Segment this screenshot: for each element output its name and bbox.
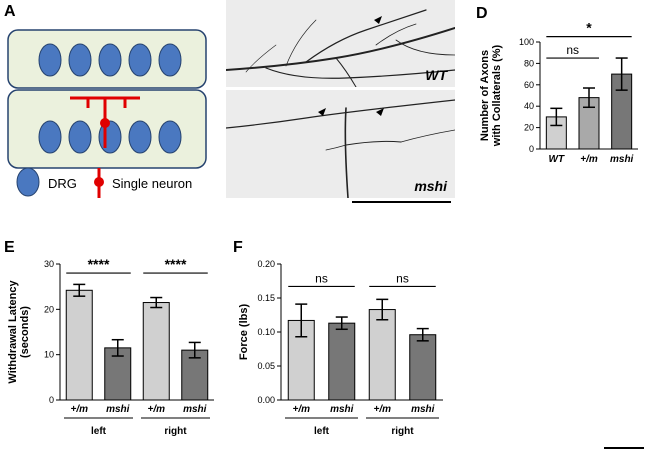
y-tick-label: 0.20 (257, 259, 275, 269)
legend-drg-icon (16, 167, 40, 197)
arrowhead-icon (376, 108, 384, 116)
y-axis-label: with Collaterals (%) (491, 44, 503, 147)
drg-ellipse (98, 43, 122, 77)
x-tick-label: mshi (411, 404, 435, 415)
significance-label: **** (88, 256, 110, 272)
group-label: left (314, 426, 330, 437)
chart-d: 0 20 40 60 80 100 Number of Axons with Collater… (479, 20, 638, 165)
bar (65, 289, 93, 401)
x-tick-label: +/m (373, 404, 391, 415)
bar (368, 309, 396, 401)
group-label: right (391, 426, 414, 437)
micrograph-mshi: mshi (226, 90, 455, 198)
y-tick-label: 80 (524, 58, 534, 68)
y-axis-label: Force (lbs) (238, 304, 250, 361)
significance-label: ns (396, 271, 409, 285)
panel-e-letter: E (4, 239, 15, 256)
drg-ellipse (68, 43, 92, 77)
micrograph-mshi-label: mshi (414, 178, 447, 194)
bar (181, 349, 209, 401)
drg-ellipse (158, 43, 182, 77)
y-axis-label: (seconds) (19, 306, 31, 358)
group-label: right (164, 426, 187, 437)
y-tick-label: 20 (44, 304, 54, 314)
micrograph-wt-label: WT (425, 67, 447, 83)
drg-ellipse (128, 120, 152, 154)
y-tick-label: 0.00 (257, 395, 275, 405)
y-tick-label: 40 (524, 101, 534, 111)
legend-neuron-icon (94, 168, 104, 198)
significance-label: ns (315, 271, 328, 285)
x-tick-label: mshi (610, 154, 634, 165)
x-tick-label: mshi (106, 404, 130, 415)
y-tick-label: 0.10 (257, 327, 275, 337)
x-tick-label: +/m (147, 404, 165, 415)
panel-h-letter: H (482, 314, 494, 331)
x-tick-label: +/m (580, 154, 598, 165)
x-tick-label: WT (549, 154, 565, 165)
x-tick-label: +/m (292, 404, 310, 415)
upper-drg-row (38, 43, 182, 77)
y-tick-label: 0.05 (257, 361, 275, 371)
chart-e: 0 10 20 30 Withdrawal Latency (seconds) +/m msh… (7, 256, 214, 437)
x-tick-label: +/m (70, 404, 88, 415)
legend-neuron-label: Single neuron (112, 176, 192, 191)
drg-ellipse (128, 43, 152, 77)
x-tick-label: mshi (183, 404, 207, 415)
panel-a-schematic: DRG Single neuron (7, 29, 207, 198)
arrowhead-icon (374, 16, 382, 24)
y-tick-label: 0 (49, 395, 54, 405)
significance-label: **** (165, 256, 187, 272)
panel-d-letter: D (476, 5, 488, 22)
legend-drg-label: DRG (48, 176, 77, 191)
significance-label: * (586, 20, 592, 36)
y-tick-label: 0 (529, 144, 534, 154)
y-tick-label: 100 (519, 37, 534, 47)
y-tick-label: 20 (524, 123, 534, 133)
x-tick-label: mshi (330, 404, 354, 415)
significance-label: ns (566, 43, 579, 57)
paw-image-het: +/m (474, 172, 648, 306)
y-tick-label: 30 (44, 259, 54, 269)
scale-bar (352, 201, 451, 203)
scale-bar (604, 447, 644, 449)
paw-image-mshi: mshi (474, 310, 648, 445)
y-axis-label: Withdrawal Latency (7, 280, 19, 384)
y-tick-label: 0.15 (257, 293, 275, 303)
lower-drg-row (38, 120, 182, 154)
panel-g-letter: G (482, 175, 495, 192)
group-label: left (91, 426, 107, 437)
drg-ellipse (158, 120, 182, 154)
drg-ellipse (68, 120, 92, 154)
bar (409, 334, 437, 401)
bar (328, 322, 356, 401)
bar (142, 302, 170, 401)
y-axis-label: Number of Axons (479, 50, 491, 141)
drg-ellipse (38, 43, 62, 77)
y-tick-label: 10 (44, 350, 54, 360)
arrowhead-icon (318, 108, 326, 116)
paw-image-mshi-label: mshi (604, 422, 640, 439)
panel-f-letter: F (233, 239, 243, 256)
y-tick-label: 60 (524, 80, 534, 90)
panel-a-letter: A (4, 3, 16, 20)
chart-f: 0.00 0.05 0.10 0.15 0.20 Force (lbs) +/m mshi +/… (238, 259, 443, 437)
drg-ellipse (38, 120, 62, 154)
single-neuron-diagram (70, 96, 140, 148)
paw-image-het-label: +/m (613, 283, 640, 300)
micrograph-wt: WT (226, 0, 455, 87)
